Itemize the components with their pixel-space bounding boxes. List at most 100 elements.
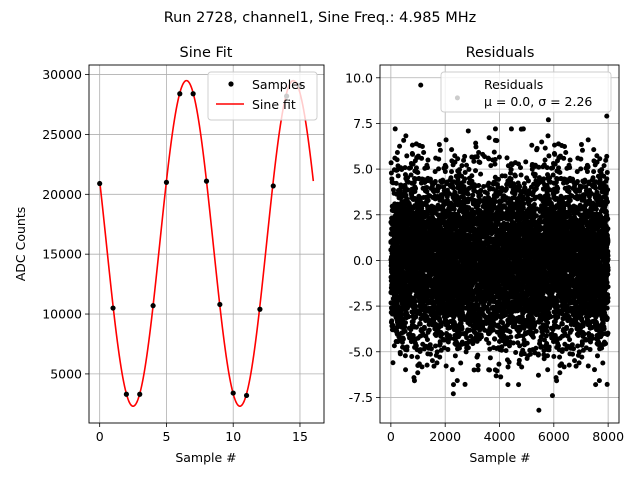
residual-point xyxy=(405,175,411,181)
residual-point xyxy=(473,168,479,174)
residual-point xyxy=(508,334,514,340)
residual-point xyxy=(413,165,419,171)
residual-point xyxy=(491,149,497,155)
residual-point xyxy=(503,186,509,192)
sine-fit-legend-box xyxy=(207,71,318,121)
residual-point xyxy=(437,354,443,360)
residual-point xyxy=(449,147,455,153)
residual-point xyxy=(432,178,438,184)
sample-point xyxy=(137,391,143,397)
residual-point xyxy=(486,180,492,186)
residual-point xyxy=(428,346,434,352)
residual-point xyxy=(508,126,514,132)
residual-point xyxy=(443,164,449,170)
residual-point xyxy=(449,367,455,373)
residual-point xyxy=(465,191,471,197)
residual-point xyxy=(415,170,421,176)
residual-point xyxy=(498,374,504,380)
residual-point xyxy=(425,197,431,203)
residual-point xyxy=(439,331,445,337)
residual-point xyxy=(466,166,472,172)
residual-point xyxy=(410,151,416,157)
residual-point xyxy=(393,180,399,186)
residual-point xyxy=(412,203,418,209)
residual-point xyxy=(493,373,499,379)
residual-point xyxy=(476,183,482,189)
sine-fit-title: Sine Fit xyxy=(180,45,233,61)
residual-point xyxy=(462,381,468,387)
residual-point xyxy=(403,320,408,326)
residual-point xyxy=(413,343,419,349)
suptitle: Run 2728, channel1, Sine Freq.: 4.985 MH… xyxy=(164,10,477,26)
residual-point xyxy=(449,169,455,175)
residual-point xyxy=(414,354,420,360)
residual-point xyxy=(492,126,498,132)
sample-point xyxy=(123,391,129,397)
residual-point xyxy=(454,378,460,384)
residual-point xyxy=(434,349,440,355)
residual-point xyxy=(439,192,445,198)
residual-point xyxy=(405,187,411,193)
residual-point xyxy=(408,327,414,333)
residual-point xyxy=(400,336,406,342)
residual-point xyxy=(478,334,484,340)
residual-point xyxy=(487,367,493,373)
residual-point xyxy=(512,173,518,179)
residual-point xyxy=(394,157,400,163)
residual-point xyxy=(417,347,423,353)
residual-point xyxy=(516,382,522,388)
residual-point xyxy=(442,169,448,175)
residual-point xyxy=(516,357,522,363)
residual-point xyxy=(397,143,403,149)
legend-sine-fit-label: Sine fit xyxy=(252,97,296,112)
sine-fit-xlabel: Sample # xyxy=(175,450,236,465)
sample-point xyxy=(203,178,210,184)
residual-point xyxy=(419,155,425,161)
residual-point xyxy=(419,144,425,149)
residual-point xyxy=(403,192,409,198)
sample-point xyxy=(257,306,263,312)
residual-point xyxy=(502,173,508,179)
sine-fit-legend: Samples Sine fit xyxy=(207,71,318,121)
residual-point xyxy=(478,171,484,177)
residual-point xyxy=(521,201,527,207)
residual-point xyxy=(518,165,524,171)
residual-point xyxy=(402,324,408,330)
residual-point xyxy=(392,126,398,132)
residual-point xyxy=(415,370,421,376)
residual-point xyxy=(496,154,502,160)
residual-point xyxy=(412,299,418,305)
residual-point xyxy=(440,177,446,183)
sample-point xyxy=(217,301,223,308)
sample-point xyxy=(97,180,103,187)
residual-point xyxy=(424,337,430,343)
residual-point xyxy=(506,359,512,365)
sine-fit-curve-layer xyxy=(98,79,315,407)
residual-point xyxy=(421,324,427,330)
residual-point xyxy=(427,342,433,348)
residual-point xyxy=(411,378,417,384)
residual-point xyxy=(455,156,461,162)
residual-point xyxy=(437,341,443,347)
residual-point xyxy=(403,367,409,373)
legend-samples-marker xyxy=(228,81,234,87)
residual-point xyxy=(429,358,435,364)
sample-point xyxy=(270,183,276,189)
residual-point xyxy=(391,343,397,349)
residual-point xyxy=(494,138,500,144)
residual-point xyxy=(404,344,410,350)
residual-point xyxy=(465,128,471,134)
residual-point xyxy=(462,153,468,159)
residual-point xyxy=(436,166,442,172)
residual-point xyxy=(459,326,465,332)
sample-point xyxy=(190,91,196,97)
legend-samples-label: Samples xyxy=(252,77,305,92)
residual-point xyxy=(438,323,444,329)
residual-point xyxy=(508,167,514,173)
residual-point xyxy=(505,364,511,370)
sample-point xyxy=(150,303,156,309)
sample-point xyxy=(110,305,116,311)
residual-point xyxy=(425,165,431,171)
residual-point xyxy=(452,353,458,359)
residual-point xyxy=(474,154,480,160)
